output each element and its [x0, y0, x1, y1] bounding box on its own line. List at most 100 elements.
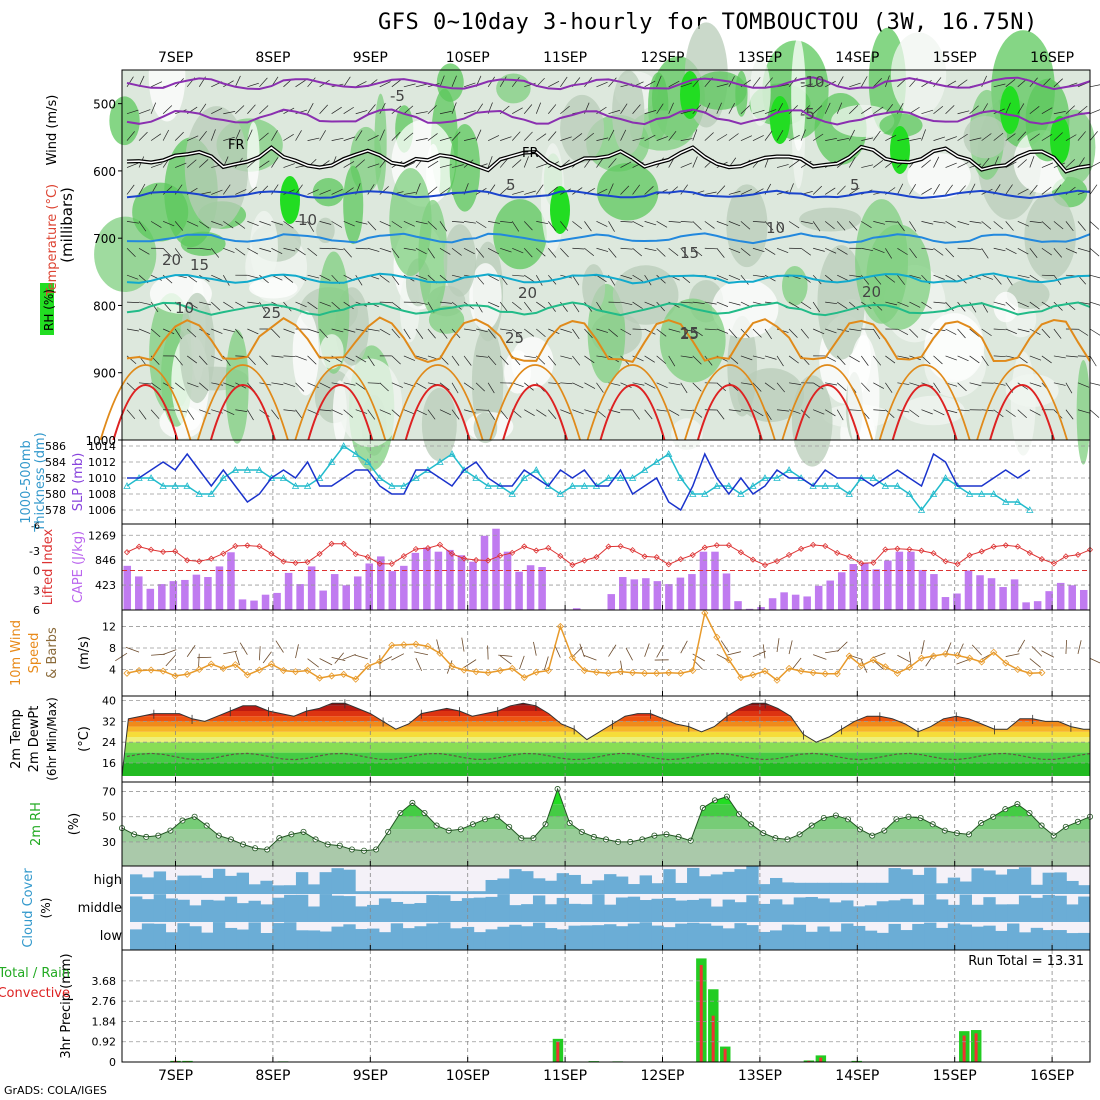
wind-barb — [247, 355, 256, 365]
wind-barb — [199, 247, 212, 251]
date-label-top: 14SEP — [835, 50, 879, 66]
wind-barb — [1005, 133, 1016, 141]
date-label-bottom: 15SEP — [933, 1068, 977, 1084]
wind-barb — [283, 328, 295, 334]
li-axis-label: Lifted Index — [41, 528, 56, 605]
isotherm-30 — [209, 384, 276, 441]
cape-ylabel: CAPE (J/kg) — [71, 531, 86, 603]
wind-speed-series-point — [532, 668, 540, 676]
wind-barb — [836, 102, 843, 114]
wind-barb — [511, 77, 520, 88]
wind-barb — [596, 274, 607, 283]
wind-barb — [126, 221, 139, 224]
wind-barb — [957, 161, 969, 168]
surface-wind-barb — [909, 651, 912, 666]
wind-barb — [704, 355, 713, 366]
wind-barb — [487, 301, 500, 308]
cape-bar — [653, 581, 662, 610]
pressure-tick-label: 1000 — [85, 434, 116, 448]
wind-barb — [656, 75, 662, 87]
wind-barb — [223, 136, 235, 141]
wind-barb — [524, 190, 536, 195]
wind-barb — [126, 328, 139, 332]
wind-barb — [235, 301, 247, 309]
cloud-cell — [995, 904, 1008, 922]
wind-barb — [463, 82, 476, 88]
cape-bar — [826, 580, 834, 610]
wind-barb — [644, 328, 656, 335]
wind-barb — [692, 156, 698, 168]
cloud-cell — [521, 926, 534, 950]
cloud-cell — [687, 867, 700, 894]
wind-barb — [247, 301, 260, 304]
cape-bar — [515, 571, 523, 610]
wind-barb — [1053, 355, 1066, 359]
wind-barb — [873, 301, 883, 311]
date-label-top: 16SEP — [1030, 50, 1074, 66]
cloud-cell — [663, 898, 676, 922]
wind-barb — [500, 136, 512, 141]
cloud-cell — [319, 872, 332, 894]
cloud-cell — [236, 903, 250, 922]
cloud-cell — [272, 897, 285, 922]
wind-barb — [1005, 221, 1014, 231]
wind-barb — [789, 382, 801, 385]
wind-barb — [752, 247, 765, 253]
cloud-cell — [1054, 872, 1067, 894]
rh-shade — [436, 63, 464, 102]
wind-barb — [427, 221, 437, 230]
wind-barb — [512, 190, 524, 195]
precip-convective-bar — [962, 1035, 966, 1062]
cloud-cell — [959, 894, 972, 922]
wind-barb — [728, 103, 735, 114]
thickness-tick-label: 578 — [45, 504, 66, 517]
wind-barb — [1017, 355, 1028, 364]
rh-shade — [338, 358, 403, 448]
cloud-cell — [307, 906, 321, 922]
wind-speed-series-point — [207, 660, 215, 668]
rh-shade — [596, 163, 659, 221]
wind-barb — [295, 184, 303, 195]
wind-barb — [319, 130, 326, 141]
wind-barb — [138, 221, 147, 232]
isotherm-20 — [126, 301, 1091, 317]
cloud-axis-label: Cloud Cover — [21, 868, 36, 948]
precip-tick-label: 2.76 — [92, 995, 117, 1008]
wind-barb — [921, 187, 932, 195]
cape-bar — [745, 608, 754, 610]
date-label-top: 12SEP — [641, 50, 685, 66]
cloud-cell — [438, 922, 451, 950]
cloud-cell — [983, 925, 996, 950]
surface-wind-barb — [572, 646, 583, 658]
wind-barb — [187, 135, 199, 141]
wind-barb — [981, 157, 990, 168]
cape-bar — [630, 579, 639, 610]
surface-wind-barb — [354, 654, 368, 660]
wind-barb — [138, 109, 151, 115]
wind-barb — [740, 409, 753, 412]
li-series — [126, 543, 1091, 566]
cloud-cell — [722, 899, 735, 922]
temp-axis-label: 2m Temp — [9, 709, 24, 769]
wind-barb — [403, 132, 414, 141]
surface-wind-barb — [533, 641, 537, 656]
wind-barb — [656, 328, 667, 337]
wind-barb — [391, 274, 400, 286]
isotherm-30 — [891, 384, 958, 441]
wind-barb — [632, 382, 645, 386]
surface-wind-barb — [125, 646, 140, 653]
wind-barb — [921, 221, 934, 225]
wind-barb — [692, 129, 698, 141]
wind-barb — [223, 111, 236, 115]
freezing-label: FR — [228, 138, 245, 153]
surface-wind-barb — [415, 657, 422, 671]
wind-barb — [801, 83, 813, 88]
cape-bar — [227, 552, 235, 610]
wind-barb — [379, 186, 389, 195]
cape-bar — [1045, 591, 1053, 610]
li-point — [605, 543, 612, 550]
isotherm-label: 5 — [506, 176, 516, 194]
cloud-cell — [651, 883, 664, 894]
cape-bar — [619, 577, 627, 610]
wind-barb — [174, 382, 185, 391]
